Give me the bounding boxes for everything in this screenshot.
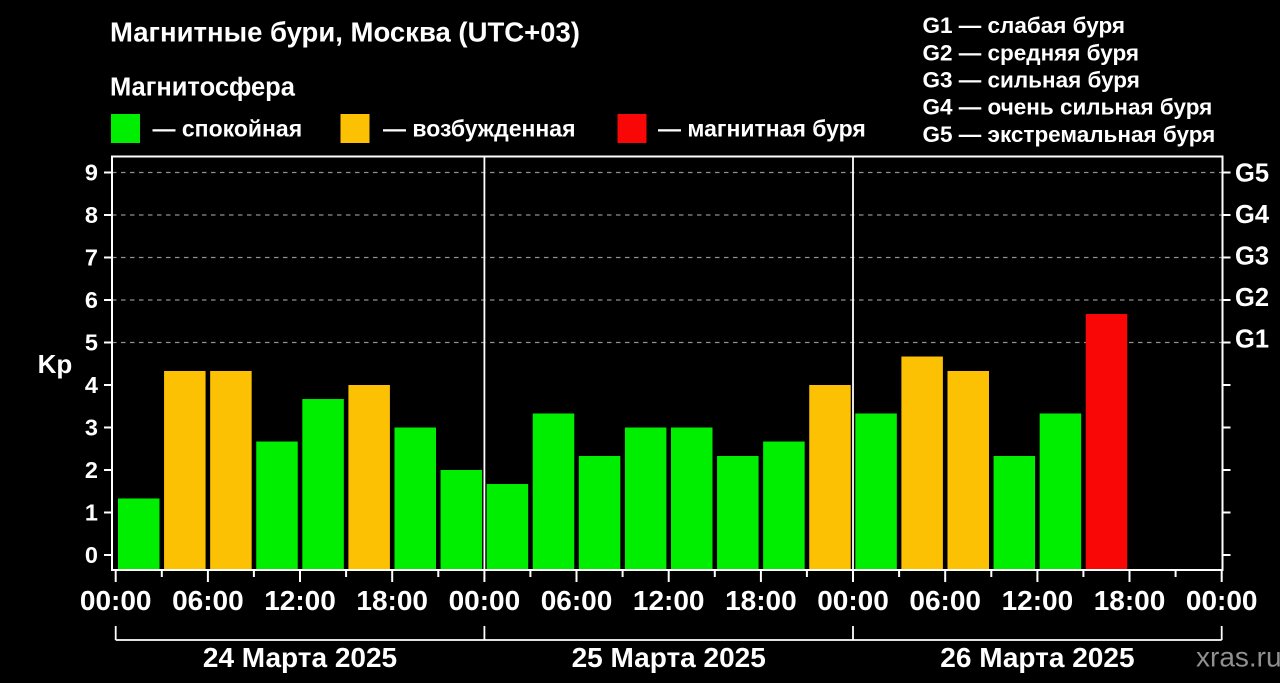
svg-text:Магнитные бури, Москва (UTC+03: Магнитные бури, Москва (UTC+03) xyxy=(110,17,580,48)
svg-text:xras.ru: xras.ru xyxy=(1196,642,1280,673)
svg-text:G1 — слабая буря: G1 — слабая буря xyxy=(923,13,1126,38)
svg-text:7: 7 xyxy=(85,245,98,271)
svg-text:06:00: 06:00 xyxy=(172,585,244,616)
svg-text:12:00: 12:00 xyxy=(633,585,705,616)
svg-text:G3: G3 xyxy=(1235,242,1269,270)
svg-text:00:00: 00:00 xyxy=(1186,585,1258,616)
svg-text:18:00: 18:00 xyxy=(1094,585,1166,616)
svg-text:G1: G1 xyxy=(1235,325,1269,353)
svg-text:9: 9 xyxy=(85,160,98,186)
svg-text:G4: G4 xyxy=(1235,201,1270,229)
svg-text:12:00: 12:00 xyxy=(264,585,336,616)
svg-text:25 Марта 2025: 25 Марта 2025 xyxy=(572,642,766,673)
svg-text:G4 — очень сильная буря: G4 — очень сильная буря xyxy=(923,95,1213,120)
svg-text:00:00: 00:00 xyxy=(80,585,152,616)
svg-text:4: 4 xyxy=(85,372,98,398)
svg-text:Магнитосфера: Магнитосфера xyxy=(110,74,296,102)
svg-text:G2: G2 xyxy=(1235,284,1269,312)
svg-text:— спокойная: — спокойная xyxy=(153,116,303,142)
svg-text:G2 — средняя буря: G2 — средняя буря xyxy=(923,40,1140,65)
svg-text:6: 6 xyxy=(85,287,98,313)
svg-text:12:00: 12:00 xyxy=(1002,585,1074,616)
svg-text:5: 5 xyxy=(85,330,98,356)
svg-text:G5: G5 xyxy=(1235,159,1269,187)
svg-text:8: 8 xyxy=(85,202,98,228)
svg-text:06:00: 06:00 xyxy=(541,585,613,616)
svg-text:2: 2 xyxy=(85,457,98,483)
svg-text:06:00: 06:00 xyxy=(909,585,981,616)
svg-text:G5 — экстремальная буря: G5 — экстремальная буря xyxy=(923,122,1216,147)
svg-text:Kp: Kp xyxy=(38,349,73,379)
svg-text:00:00: 00:00 xyxy=(817,585,889,616)
svg-text:24 Марта 2025: 24 Марта 2025 xyxy=(203,642,397,673)
svg-text:G3 — сильная буря: G3 — сильная буря xyxy=(923,68,1140,93)
svg-text:— возбужденная: — возбужденная xyxy=(383,116,576,142)
svg-text:26 Марта 2025: 26 Марта 2025 xyxy=(940,642,1134,673)
svg-text:00:00: 00:00 xyxy=(449,585,521,616)
svg-text:— магнитная буря: — магнитная буря xyxy=(658,116,866,142)
svg-text:0: 0 xyxy=(85,542,98,568)
svg-text:3: 3 xyxy=(85,415,98,441)
svg-text:18:00: 18:00 xyxy=(356,585,428,616)
svg-text:18:00: 18:00 xyxy=(725,585,797,616)
svg-text:1: 1 xyxy=(85,500,98,526)
